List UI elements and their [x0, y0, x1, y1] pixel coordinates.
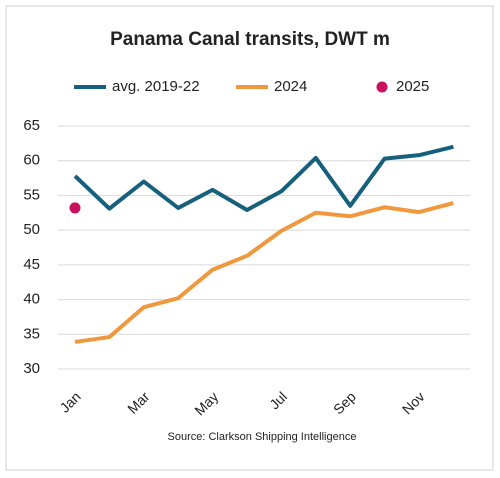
y-tick-label: 40: [23, 291, 40, 308]
y-tick-label: 45: [23, 256, 40, 273]
y-tick-label: 50: [23, 221, 40, 238]
legend-marker: [376, 81, 388, 93]
series-line: [74, 201, 454, 344]
y-tick-label: 55: [23, 186, 40, 203]
legend-label: 2025: [396, 78, 429, 95]
y-tick-label: 30: [23, 360, 40, 377]
chart-frame: [5, 5, 494, 471]
y-tick-label: 60: [23, 152, 40, 169]
data-point: [69, 202, 81, 214]
series-line: [73, 144, 454, 213]
legend-label: avg. 2019-22: [112, 78, 200, 95]
source-note: Source: Clarkson Shipping Intelligence: [168, 431, 357, 443]
legend-label: 2024: [274, 78, 307, 95]
chart-title: Panama Canal transits, DWT m: [110, 29, 390, 50]
y-tick-label: 35: [23, 325, 40, 342]
y-tick-label: 65: [23, 117, 40, 134]
